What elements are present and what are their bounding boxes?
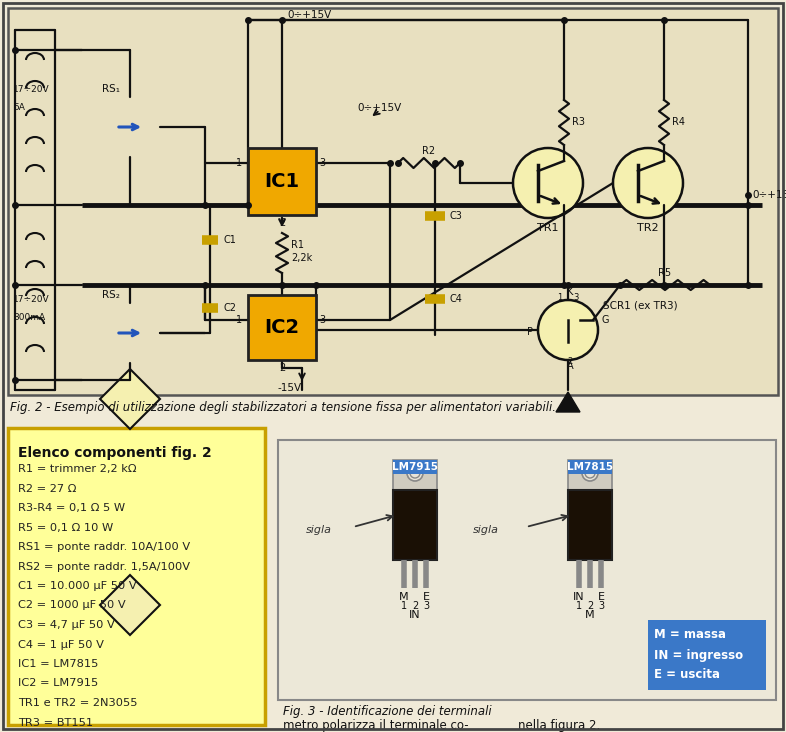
Bar [568,490,612,560]
Text: R3-R4 = 0,1 Ω 5 W: R3-R4 = 0,1 Ω 5 W [18,503,125,513]
Text: 5A: 5A [13,103,25,113]
Text: RS₂: RS₂ [102,290,120,300]
Text: nella figura 2.: nella figura 2. [518,719,601,731]
Text: 2,2k: 2,2k [291,253,312,263]
Text: RS2 = ponte raddr. 1,5A/100V: RS2 = ponte raddr. 1,5A/100V [18,561,190,572]
Text: C2 = 1000 μF 50 V: C2 = 1000 μF 50 V [18,600,126,610]
Text: 1: 1 [576,601,582,611]
Text: E: E [597,592,604,602]
Text: P: P [527,327,533,337]
Text: sigla: sigla [306,525,332,535]
Text: Elenco componenti fig. 2: Elenco componenti fig. 2 [18,446,211,460]
Text: R2: R2 [422,146,435,156]
Text: metro polarizza il terminale co-: metro polarizza il terminale co- [283,719,468,731]
Text: 17÷20V: 17÷20V [13,296,50,305]
Text: R3: R3 [572,117,585,127]
Text: E: E [423,592,429,602]
Text: C4: C4 [449,294,462,304]
Text: LM7815: LM7815 [567,462,613,472]
Text: R5: R5 [659,268,671,278]
Text: IN: IN [573,592,585,602]
Text: C3: C3 [449,211,462,221]
Text: 1: 1 [236,158,242,168]
Text: Fig. 3 - Identificazione dei terminali: Fig. 3 - Identificazione dei terminali [283,706,491,719]
Text: 3: 3 [423,601,429,611]
Text: IC2: IC2 [264,318,299,337]
Text: IC2 = LM7915: IC2 = LM7915 [18,679,98,689]
Bar [248,148,316,215]
Bar [8,428,265,725]
Text: IC1: IC1 [264,172,299,191]
Text: R5 = 0,1 Ω 10 W: R5 = 0,1 Ω 10 W [18,523,113,532]
Text: TR3 = BT151: TR3 = BT151 [18,717,93,728]
Text: 17÷20V: 17÷20V [13,86,50,94]
Text: 2: 2 [279,363,285,373]
Bar [648,620,766,690]
Text: 2: 2 [412,601,418,611]
Bar [248,295,316,360]
Polygon shape [100,575,160,635]
Text: R2 = 27 Ω: R2 = 27 Ω [18,484,76,493]
Text: 1: 1 [401,601,407,611]
Bar [568,460,612,474]
Text: R1 = trimmer 2,2 kΩ: R1 = trimmer 2,2 kΩ [18,464,137,474]
Text: 0÷+15V: 0÷+15V [752,190,786,200]
Text: IN = ingresso: IN = ingresso [654,649,743,662]
Text: IC1 = LM7815: IC1 = LM7815 [18,659,98,669]
Text: 3: 3 [319,315,325,325]
Text: sigla: sigla [473,525,499,535]
Circle shape [538,300,598,360]
Text: 2: 2 [567,357,573,367]
Text: K: K [567,287,573,297]
Text: M: M [399,592,409,602]
Bar [393,460,437,490]
Text: C1 = 10.000 μF 50 V: C1 = 10.000 μF 50 V [18,581,137,591]
Text: A: A [567,361,573,371]
Text: G: G [601,315,608,325]
Text: -15V: -15V [278,383,302,393]
Text: 2: 2 [587,601,593,611]
Text: 3: 3 [319,158,325,168]
Text: E = uscita: E = uscita [654,668,720,681]
Polygon shape [556,392,580,412]
Text: 0÷+15V: 0÷+15V [288,10,332,20]
Text: 300mA: 300mA [13,313,45,323]
Bar [393,490,437,560]
Text: LM7915: LM7915 [392,462,438,472]
Circle shape [407,465,423,481]
Text: 1: 1 [236,315,242,325]
Bar [568,460,612,490]
Text: 1: 1 [557,293,563,302]
Text: TR1 e TR2 = 2N3055: TR1 e TR2 = 2N3055 [18,698,138,708]
Text: C3 = 4,7 μF 50 V: C3 = 4,7 μF 50 V [18,620,115,630]
Polygon shape [100,369,160,429]
Text: RS₁: RS₁ [102,84,120,94]
Text: IN: IN [410,610,421,620]
Circle shape [582,465,598,481]
Text: C1: C1 [224,235,237,245]
Text: M = massa: M = massa [654,629,726,641]
Text: 0÷+15V: 0÷+15V [358,103,402,113]
Text: R4: R4 [672,117,685,127]
Text: 3: 3 [598,601,604,611]
Circle shape [513,148,583,218]
Bar [8,8,778,395]
Text: RS1 = ponte raddr. 10A/100 V: RS1 = ponte raddr. 10A/100 V [18,542,190,552]
Text: M: M [586,610,595,620]
Text: 2: 2 [279,218,285,228]
Text: Fig. 2 - Esempio di utilizzazione degli stabilizzatori a tensione fissa per alim: Fig. 2 - Esempio di utilizzazione degli … [10,401,556,414]
Text: C2: C2 [224,303,237,313]
Text: R1: R1 [291,240,304,250]
Circle shape [613,148,683,218]
Text: C4 = 1 μF 50 V: C4 = 1 μF 50 V [18,640,104,649]
Bar [393,460,437,474]
Text: TR2: TR2 [637,223,659,233]
Text: SCR1 (ex TR3): SCR1 (ex TR3) [603,300,678,310]
Bar [278,440,776,700]
Text: 3: 3 [573,293,578,302]
Text: TR1: TR1 [538,223,559,233]
